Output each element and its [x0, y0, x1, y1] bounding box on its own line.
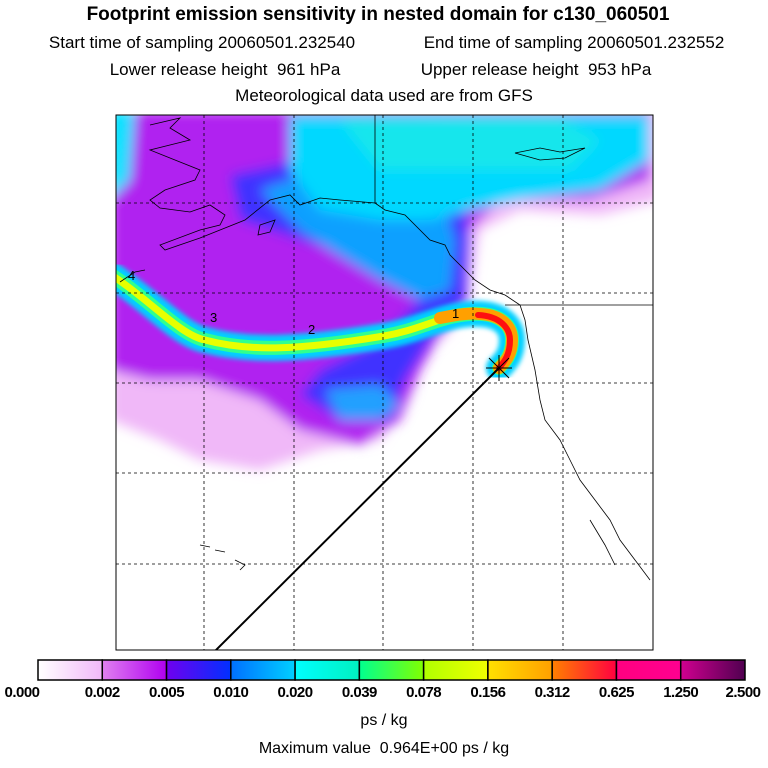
colorbar-tick-label: 0.002	[84, 684, 121, 701]
met-data-source: Meteorological data used are from GFS	[235, 86, 533, 105]
day-label-3: 3	[210, 310, 217, 325]
colorbar-tick-label: 0.000	[4, 684, 40, 701]
colorbar-segment	[165, 659, 232, 681]
colorbar-segment	[422, 659, 489, 681]
colorbar-tick-label: 0.039	[341, 684, 378, 701]
day-label-1: 1	[452, 306, 459, 321]
colorbar-tick-label: 2.500	[725, 684, 761, 701]
day-label-4: 4	[128, 268, 135, 283]
day-label-2: 2	[308, 322, 315, 337]
grid-lines	[116, 115, 653, 650]
colorbar-tick-label: 0.020	[277, 684, 314, 701]
colorbar-tick-label: 0.156	[470, 684, 506, 701]
colorbar-segment	[487, 659, 553, 681]
colorbar-segment	[679, 659, 746, 681]
lower-release-height: Lower release height 961 hPa	[109, 60, 341, 79]
max-value: Maximum value 0.964E+00 ps / kg	[258, 740, 510, 757]
coastlines	[119, 115, 653, 581]
colorbar-tick-label: 0.078	[406, 684, 442, 701]
end-time: End time of sampling 20060501.232552	[423, 33, 725, 52]
colorbar-tick-label: 0.005	[149, 684, 185, 701]
map-frame	[115, 114, 654, 651]
colorbar-segment	[230, 659, 296, 681]
colorbar-segment	[615, 659, 682, 681]
colorbar	[37, 659, 746, 681]
colorbar-units: ps / kg	[360, 712, 408, 729]
colorbar-tick-label: 0.010	[213, 684, 249, 701]
colorbar-tick-label: 0.625	[598, 684, 635, 701]
flight-track	[214, 367, 500, 650]
plume	[116, 262, 525, 381]
colorbar-segment	[101, 659, 168, 681]
colorbar-tick-label: 0.312	[534, 684, 571, 701]
release-star-icon	[486, 355, 512, 381]
plot-title: Footprint emission sensitivity in nested…	[86, 4, 670, 25]
start-time: Start time of sampling 20060501.232540	[48, 33, 356, 52]
upper-release-height: Upper release height 953 hPa	[420, 60, 652, 79]
colorbar-segment	[358, 659, 425, 681]
colorbar-segment	[37, 659, 104, 681]
colorbar-segment	[294, 659, 361, 681]
colorbar-segment	[551, 659, 618, 681]
colorbar-tick-label: 1.250	[663, 684, 699, 701]
